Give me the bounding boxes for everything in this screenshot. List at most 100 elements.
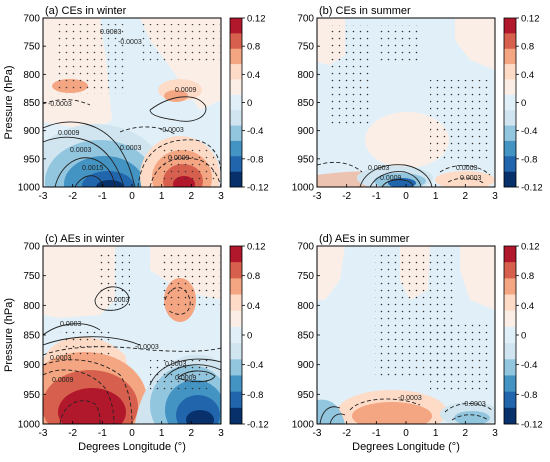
- y-tick-label: 1000: [292, 420, 315, 431]
- colorbar-segment: [230, 79, 242, 96]
- colorbar-segment: [504, 262, 516, 279]
- colorbar-segment: [504, 343, 516, 360]
- x-tick-label: 1: [159, 428, 165, 439]
- y-tick-label: 700: [23, 14, 40, 25]
- colorbar-segment: [230, 171, 242, 188]
- y-tick-label: 1000: [18, 183, 41, 194]
- colorbar-tick-label: -0.8: [247, 390, 263, 401]
- y-tick-label: 700: [23, 242, 40, 253]
- x-tick-label: -3: [313, 191, 322, 202]
- y-axis-label: Pressure (hPa): [3, 298, 15, 372]
- panel-d-title: (d) AEs in summer: [319, 233, 410, 245]
- x-tick-label: 0: [129, 428, 135, 439]
- colorbar-segment: [504, 79, 516, 96]
- colorbar-segment: [230, 326, 242, 344]
- colorbar-segment: [504, 94, 516, 111]
- colorbar-tick-label: -0.12: [521, 183, 543, 194]
- x-tick-label: 1: [433, 191, 439, 202]
- colorbar-segment: [504, 246, 516, 263]
- colorbar-segment: [504, 64, 516, 80]
- colorbar-segment: [230, 125, 242, 142]
- y-tick-label: 750: [23, 42, 40, 53]
- panel-c: 0.0003 0.0003 0.0003 -0.0003 0.0009 0.00…: [42, 233, 222, 425]
- colorbar-tick-label: 0.8: [521, 271, 534, 282]
- y-tick-label: 1000: [292, 183, 315, 194]
- x-tick-label: 0: [403, 428, 409, 439]
- colorbar-segment: [230, 262, 242, 279]
- colorbar-segment: [230, 294, 242, 312]
- colorbar-tick-label: 0.8: [247, 271, 260, 282]
- y-tick-label: 850: [23, 331, 40, 342]
- colorbar-tick-label: 0.8: [521, 42, 534, 53]
- colorbar-segment: [504, 326, 516, 344]
- panel-b: 0.0003 0.0009 0.0003 0.0003 (b) CEs in s…: [316, 5, 496, 188]
- x-tick-label: 2: [189, 428, 195, 439]
- y-tick-label: 750: [297, 271, 314, 282]
- axes-layer: -3 -2 -1 0 1 2 37007508008509009501000Pressure…: [3, 14, 543, 454]
- y-tick-label: 850: [23, 98, 40, 109]
- colorbar-segment: [504, 407, 516, 425]
- y-tick-label: 950: [297, 154, 314, 165]
- colorbar-tick-label: -0.12: [521, 420, 543, 431]
- contour-label: -0.0003: [48, 101, 72, 108]
- panel-d-field: [317, 246, 495, 424]
- colorbar-segment: [230, 246, 242, 263]
- colorbar-segment: [230, 140, 242, 157]
- panel-a-contour-labels: 0.0003 -0.0003 -0.0003 0.0009 0.0009 0.0…: [48, 29, 197, 172]
- colorbar-tick-label: -0.4: [247, 126, 263, 137]
- contour-label: 0.0015: [82, 165, 104, 172]
- colorbar-tick-label: 0.4: [521, 301, 534, 312]
- panel-b-field: [317, 18, 495, 187]
- panel-c-field: [43, 246, 221, 424]
- contour-label: 0.0009: [58, 130, 80, 137]
- x-tick-label: -1: [372, 428, 381, 439]
- x-tick-label: 3: [492, 191, 498, 202]
- contour-label: 0.0003: [456, 165, 478, 172]
- colorbar-segment: [230, 94, 242, 111]
- x-tick-label: -3: [39, 191, 48, 202]
- colorbar-tick-label: 0.12: [247, 14, 266, 25]
- contour-label: 0.0009: [175, 87, 197, 94]
- colorbar-tick-label: -0.12: [247, 183, 269, 194]
- colorbar-segment: [230, 343, 242, 360]
- panel-b-title: (b) CEs in summer: [319, 5, 411, 17]
- x-tick-label: 3: [492, 428, 498, 439]
- y-tick-label: 750: [23, 271, 40, 282]
- contour-label: 0.0009: [168, 155, 190, 162]
- colorbar-segment: [230, 156, 242, 172]
- x-tick-label: -1: [372, 191, 381, 202]
- contour-label: -0.0003: [462, 401, 486, 408]
- x-tick-label: 0: [129, 191, 135, 202]
- colorbar-tick-label: -0.8: [247, 154, 263, 165]
- contour-label: 0.0009: [175, 375, 197, 382]
- colorbar-segment: [504, 310, 516, 328]
- colorbar-tick-label: 0.12: [247, 242, 266, 253]
- colorbar-segment: [230, 278, 242, 295]
- contour-label: 0.0003: [70, 147, 92, 154]
- x-tick-label: -3: [39, 428, 48, 439]
- x-tick-label: -2: [342, 191, 351, 202]
- colorbar-tick-label: -0.8: [521, 390, 537, 401]
- y-tick-label: 950: [23, 154, 40, 165]
- panel-b-contour-labels: 0.0003 0.0009 0.0003 0.0003: [368, 165, 482, 182]
- x-tick-label: -1: [98, 428, 107, 439]
- colorbar-segment: [504, 359, 516, 376]
- y-tick-label: 950: [23, 390, 40, 401]
- contour-label: -0.0003: [135, 344, 159, 351]
- colorbar-tick-label: 0.4: [247, 70, 260, 81]
- panel-a-title: (a) CEs in winter: [45, 5, 127, 17]
- colorbar-segment: [230, 48, 242, 65]
- contour-label: 0.0009: [52, 377, 74, 384]
- colorbar-segment: [230, 18, 242, 34]
- colorbar-tick-label: -0.4: [521, 360, 537, 371]
- y-tick-label: 750: [297, 42, 314, 53]
- colorbar-segment: [230, 64, 242, 80]
- contour-label: 0.0003: [120, 145, 142, 152]
- contour-label: -0.0003: [118, 39, 142, 46]
- colorbar-segment: [504, 294, 516, 312]
- x-axis-label: Degrees Longitude (°): [78, 441, 186, 453]
- panel-a: 0.0003 -0.0003 -0.0003 0.0009 0.0009 0.0…: [42, 5, 222, 188]
- colorbar-tick-label: 0.8: [247, 42, 260, 53]
- panel-d: -0.0003 -0.0003 (d) AEs in summer: [316, 233, 496, 425]
